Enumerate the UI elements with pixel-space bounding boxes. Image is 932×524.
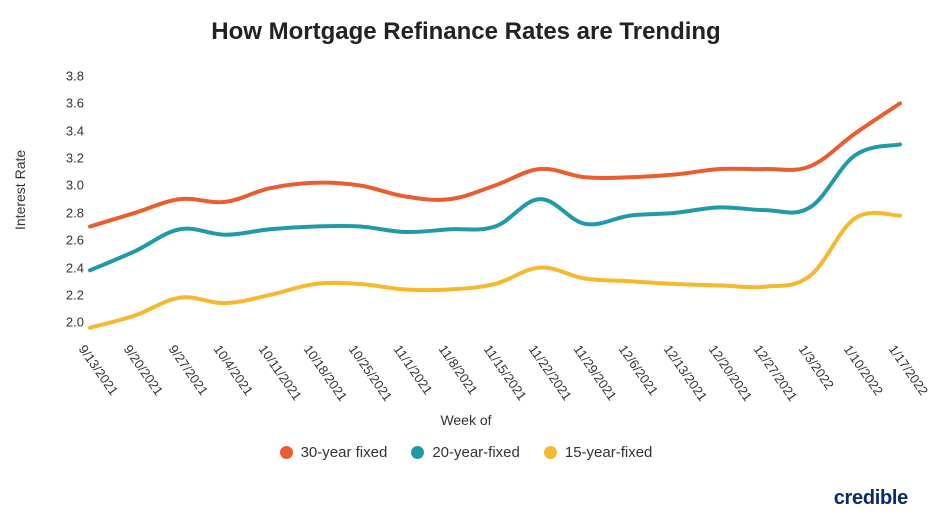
series-line — [90, 144, 900, 270]
x-tick-label: 9/27/2021 — [166, 342, 211, 398]
x-tick-label: 12/6/2021 — [616, 342, 661, 398]
chart-title: How Mortgage Refinance Rates are Trendin… — [0, 18, 932, 46]
y-tick-label: 3.0 — [66, 178, 90, 193]
legend-label: 30-year fixed — [301, 444, 388, 461]
legend-label: 15-year-fixed — [565, 444, 653, 461]
y-tick-label: 2.4 — [66, 260, 90, 275]
x-tick-label: 9/13/2021 — [76, 342, 121, 398]
legend-item: 20-year-fixed — [411, 444, 520, 461]
legend-item: 30-year fixed — [280, 444, 388, 461]
y-tick-label: 3.4 — [66, 123, 90, 138]
y-tick-label: 2.8 — [66, 205, 90, 220]
legend-dot-icon — [280, 446, 293, 459]
y-axis-label: Interest Rate — [12, 150, 28, 230]
x-tick-label: 9/20/2021 — [121, 342, 166, 398]
x-tick-label: 11/22/2021 — [526, 342, 575, 403]
x-tick-label: 12/13/2021 — [661, 342, 711, 404]
x-tick-label: 1/17/2022 — [886, 342, 931, 398]
chart-container: How Mortgage Refinance Rates are Trendin… — [0, 0, 932, 524]
plot-area: 2.02.22.42.62.83.03.23.43.63.89/13/20219… — [90, 76, 900, 336]
series-line — [90, 103, 900, 226]
x-tick-label: 10/11/2021 — [256, 342, 305, 403]
x-tick-label: 10/25/2021 — [346, 342, 396, 404]
y-tick-label: 3.6 — [66, 96, 90, 111]
x-axis-label: Week of — [0, 412, 932, 428]
x-tick-label: 11/1/2021 — [391, 342, 436, 397]
x-tick-label: 10/18/2021 — [301, 342, 351, 404]
x-tick-label: 11/8/2021 — [436, 342, 481, 397]
brand-logo: credible — [834, 487, 908, 510]
x-tick-label: 1/3/2022 — [796, 342, 837, 392]
lines-svg — [90, 76, 900, 336]
y-tick-label: 2.6 — [66, 233, 90, 248]
x-tick-label: 11/15/2021 — [481, 342, 530, 403]
legend-dot-icon — [411, 446, 424, 459]
y-tick-label: 3.2 — [66, 151, 90, 166]
legend: 30-year fixed 20-year-fixed 15-year-fixed — [0, 444, 932, 463]
y-tick-label: 3.8 — [66, 69, 90, 84]
x-tick-label: 10/4/2021 — [211, 342, 256, 398]
legend-label: 20-year-fixed — [432, 444, 520, 461]
x-tick-label: 12/27/2021 — [751, 342, 801, 404]
y-tick-label: 2.2 — [66, 287, 90, 302]
x-tick-label: 12/20/2021 — [706, 342, 756, 404]
series-line — [90, 213, 900, 328]
x-tick-label: 11/29/2021 — [571, 342, 620, 403]
legend-item: 15-year-fixed — [544, 444, 653, 461]
x-tick-label: 1/10/2022 — [841, 342, 886, 398]
y-tick-label: 2.0 — [66, 315, 90, 330]
legend-dot-icon — [544, 446, 557, 459]
